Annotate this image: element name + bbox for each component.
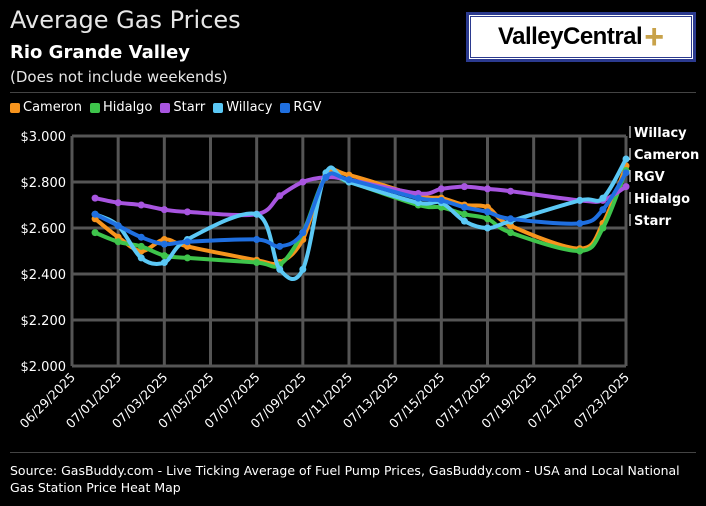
data-point-rgv (322, 173, 330, 181)
data-point-hidalgo (599, 224, 607, 232)
legend-item-willacy: Willacy (213, 100, 272, 115)
data-point-hidalgo (253, 259, 261, 266)
data-point-starr (460, 183, 468, 191)
data-point-rgv (437, 196, 445, 204)
end-label-willacy: Willacy (634, 126, 687, 141)
y-tick-label: $3.000 (21, 130, 67, 145)
data-point-starr (507, 187, 515, 195)
data-point-hidalgo (460, 210, 468, 218)
data-point-willacy (622, 155, 630, 163)
data-point-rgv (276, 242, 284, 250)
data-point-willacy (299, 265, 307, 273)
legend-swatch (280, 102, 291, 113)
data-point-hidalgo (183, 254, 191, 262)
line-chart: $2.000$2.200$2.400$2.600$2.800$3.00006/2… (17, 126, 699, 431)
data-point-starr (160, 206, 168, 214)
logo-frame: ValleyCentral + (470, 16, 692, 58)
data-point-rgv (91, 210, 99, 218)
data-point-hidalgo (114, 238, 122, 246)
data-point-starr (276, 192, 284, 200)
data-point-willacy (137, 254, 145, 262)
data-point-hidalgo (91, 229, 99, 237)
legend-swatch (10, 102, 20, 113)
data-point-starr (183, 208, 191, 216)
footer-divider (10, 452, 696, 453)
end-label-hidalgo: Hidalgo (634, 192, 690, 207)
legend-item-starr: Starr (160, 100, 205, 115)
legend-label: Starr (173, 100, 206, 115)
source-note: Source: GasBuddy.com - Live Ticking Aver… (10, 463, 680, 495)
legend-label: RGV (293, 100, 322, 115)
y-tick-label: $2.600 (21, 222, 67, 237)
data-point-rgv (345, 176, 353, 184)
legend-swatch (213, 102, 224, 113)
data-point-starr (137, 201, 145, 209)
data-point-starr (484, 185, 491, 193)
legend-swatch (160, 102, 171, 113)
data-point-rgv (622, 169, 630, 177)
logo-text: ValleyCentral (497, 23, 643, 50)
y-tick-label: $2.200 (21, 314, 67, 329)
data-point-willacy (160, 259, 168, 266)
data-point-rgv (299, 229, 307, 237)
y-tick-label: $2.400 (21, 268, 67, 283)
end-label-cameron: Cameron (634, 148, 699, 163)
data-point-rgv (460, 203, 468, 211)
data-point-willacy (253, 210, 261, 218)
chart-note: (Does not include weekends) (10, 68, 228, 86)
legend-item-cameron: Cameron (10, 100, 82, 115)
data-point-hidalgo (137, 242, 145, 250)
header-divider (10, 92, 696, 93)
data-point-rgv (253, 236, 261, 243)
legend-swatch (89, 102, 100, 113)
data-point-rgv (576, 219, 584, 227)
legend-label: Cameron (23, 100, 82, 115)
data-point-rgv (414, 194, 422, 202)
data-point-hidalgo (160, 252, 168, 260)
end-label-rgv: RGV (634, 170, 665, 185)
data-point-hidalgo (576, 247, 584, 255)
data-point-rgv (599, 206, 607, 214)
legend-label: Willacy (226, 100, 273, 115)
legend-item-hidalgo: Hidalgo (89, 100, 153, 115)
y-tick-label: $2.800 (21, 176, 67, 191)
data-point-willacy (576, 196, 584, 204)
data-point-willacy (484, 224, 491, 232)
end-label-starr: Starr (634, 214, 672, 229)
data-point-starr (114, 199, 122, 207)
data-point-willacy (276, 265, 284, 273)
y-tick-label: $2.000 (21, 360, 67, 375)
data-point-willacy (599, 194, 607, 202)
data-point-rgv (137, 233, 145, 241)
data-point-rgv (507, 215, 515, 223)
chart-title: Average Gas Prices (10, 6, 241, 34)
data-point-starr (437, 185, 445, 193)
chart-subtitle: Rio Grande Valley (10, 42, 191, 63)
legend-label: Hidalgo (102, 100, 153, 115)
logo-plus-icon: + (644, 18, 665, 56)
data-point-starr (622, 183, 630, 191)
chart-legend: Cameron Hidalgo Starr Willacy RGV (10, 100, 321, 115)
data-point-hidalgo (507, 229, 515, 237)
data-point-rgv (160, 240, 168, 248)
data-point-rgv (183, 238, 191, 246)
data-point-rgv (114, 222, 122, 230)
valleycentral-logo: ValleyCentral + (466, 12, 696, 62)
data-point-starr (91, 194, 99, 202)
data-point-hidalgo (484, 215, 491, 223)
data-point-rgv (484, 208, 491, 216)
legend-item-rgv: RGV (280, 100, 321, 115)
data-point-willacy (460, 217, 468, 225)
data-point-starr (299, 178, 307, 186)
